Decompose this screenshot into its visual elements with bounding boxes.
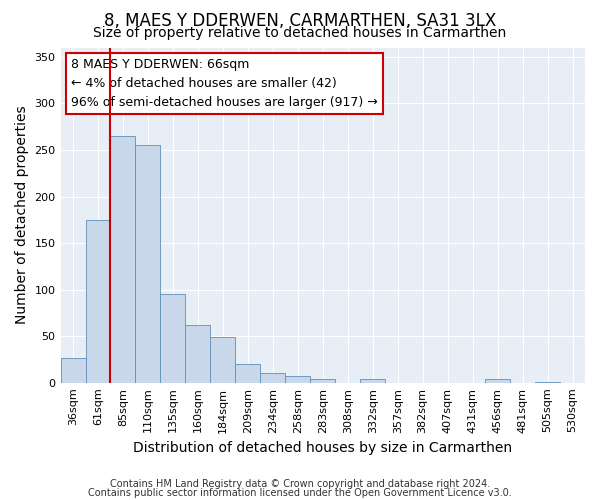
Bar bbox=[485, 379, 510, 383]
Bar bbox=[211, 337, 235, 383]
Text: 8 MAES Y DDERWEN: 66sqm
← 4% of detached houses are smaller (42)
96% of semi-det: 8 MAES Y DDERWEN: 66sqm ← 4% of detached… bbox=[71, 58, 378, 108]
Y-axis label: Number of detached properties: Number of detached properties bbox=[15, 106, 29, 324]
X-axis label: Distribution of detached houses by size in Carmarthen: Distribution of detached houses by size … bbox=[133, 441, 512, 455]
Bar bbox=[185, 325, 211, 383]
Bar bbox=[360, 379, 385, 383]
Bar bbox=[61, 358, 86, 383]
Text: Contains HM Land Registry data © Crown copyright and database right 2024.: Contains HM Land Registry data © Crown c… bbox=[110, 479, 490, 489]
Bar bbox=[110, 136, 136, 383]
Bar bbox=[260, 372, 286, 383]
Bar bbox=[235, 364, 260, 383]
Text: 8, MAES Y DDERWEN, CARMARTHEN, SA31 3LX: 8, MAES Y DDERWEN, CARMARTHEN, SA31 3LX bbox=[104, 12, 496, 30]
Bar bbox=[160, 294, 185, 383]
Bar bbox=[535, 382, 560, 383]
Bar bbox=[286, 376, 310, 383]
Bar bbox=[86, 220, 110, 383]
Bar bbox=[310, 379, 335, 383]
Text: Size of property relative to detached houses in Carmarthen: Size of property relative to detached ho… bbox=[94, 26, 506, 40]
Text: Contains public sector information licensed under the Open Government Licence v3: Contains public sector information licen… bbox=[88, 488, 512, 498]
Bar bbox=[136, 146, 160, 383]
